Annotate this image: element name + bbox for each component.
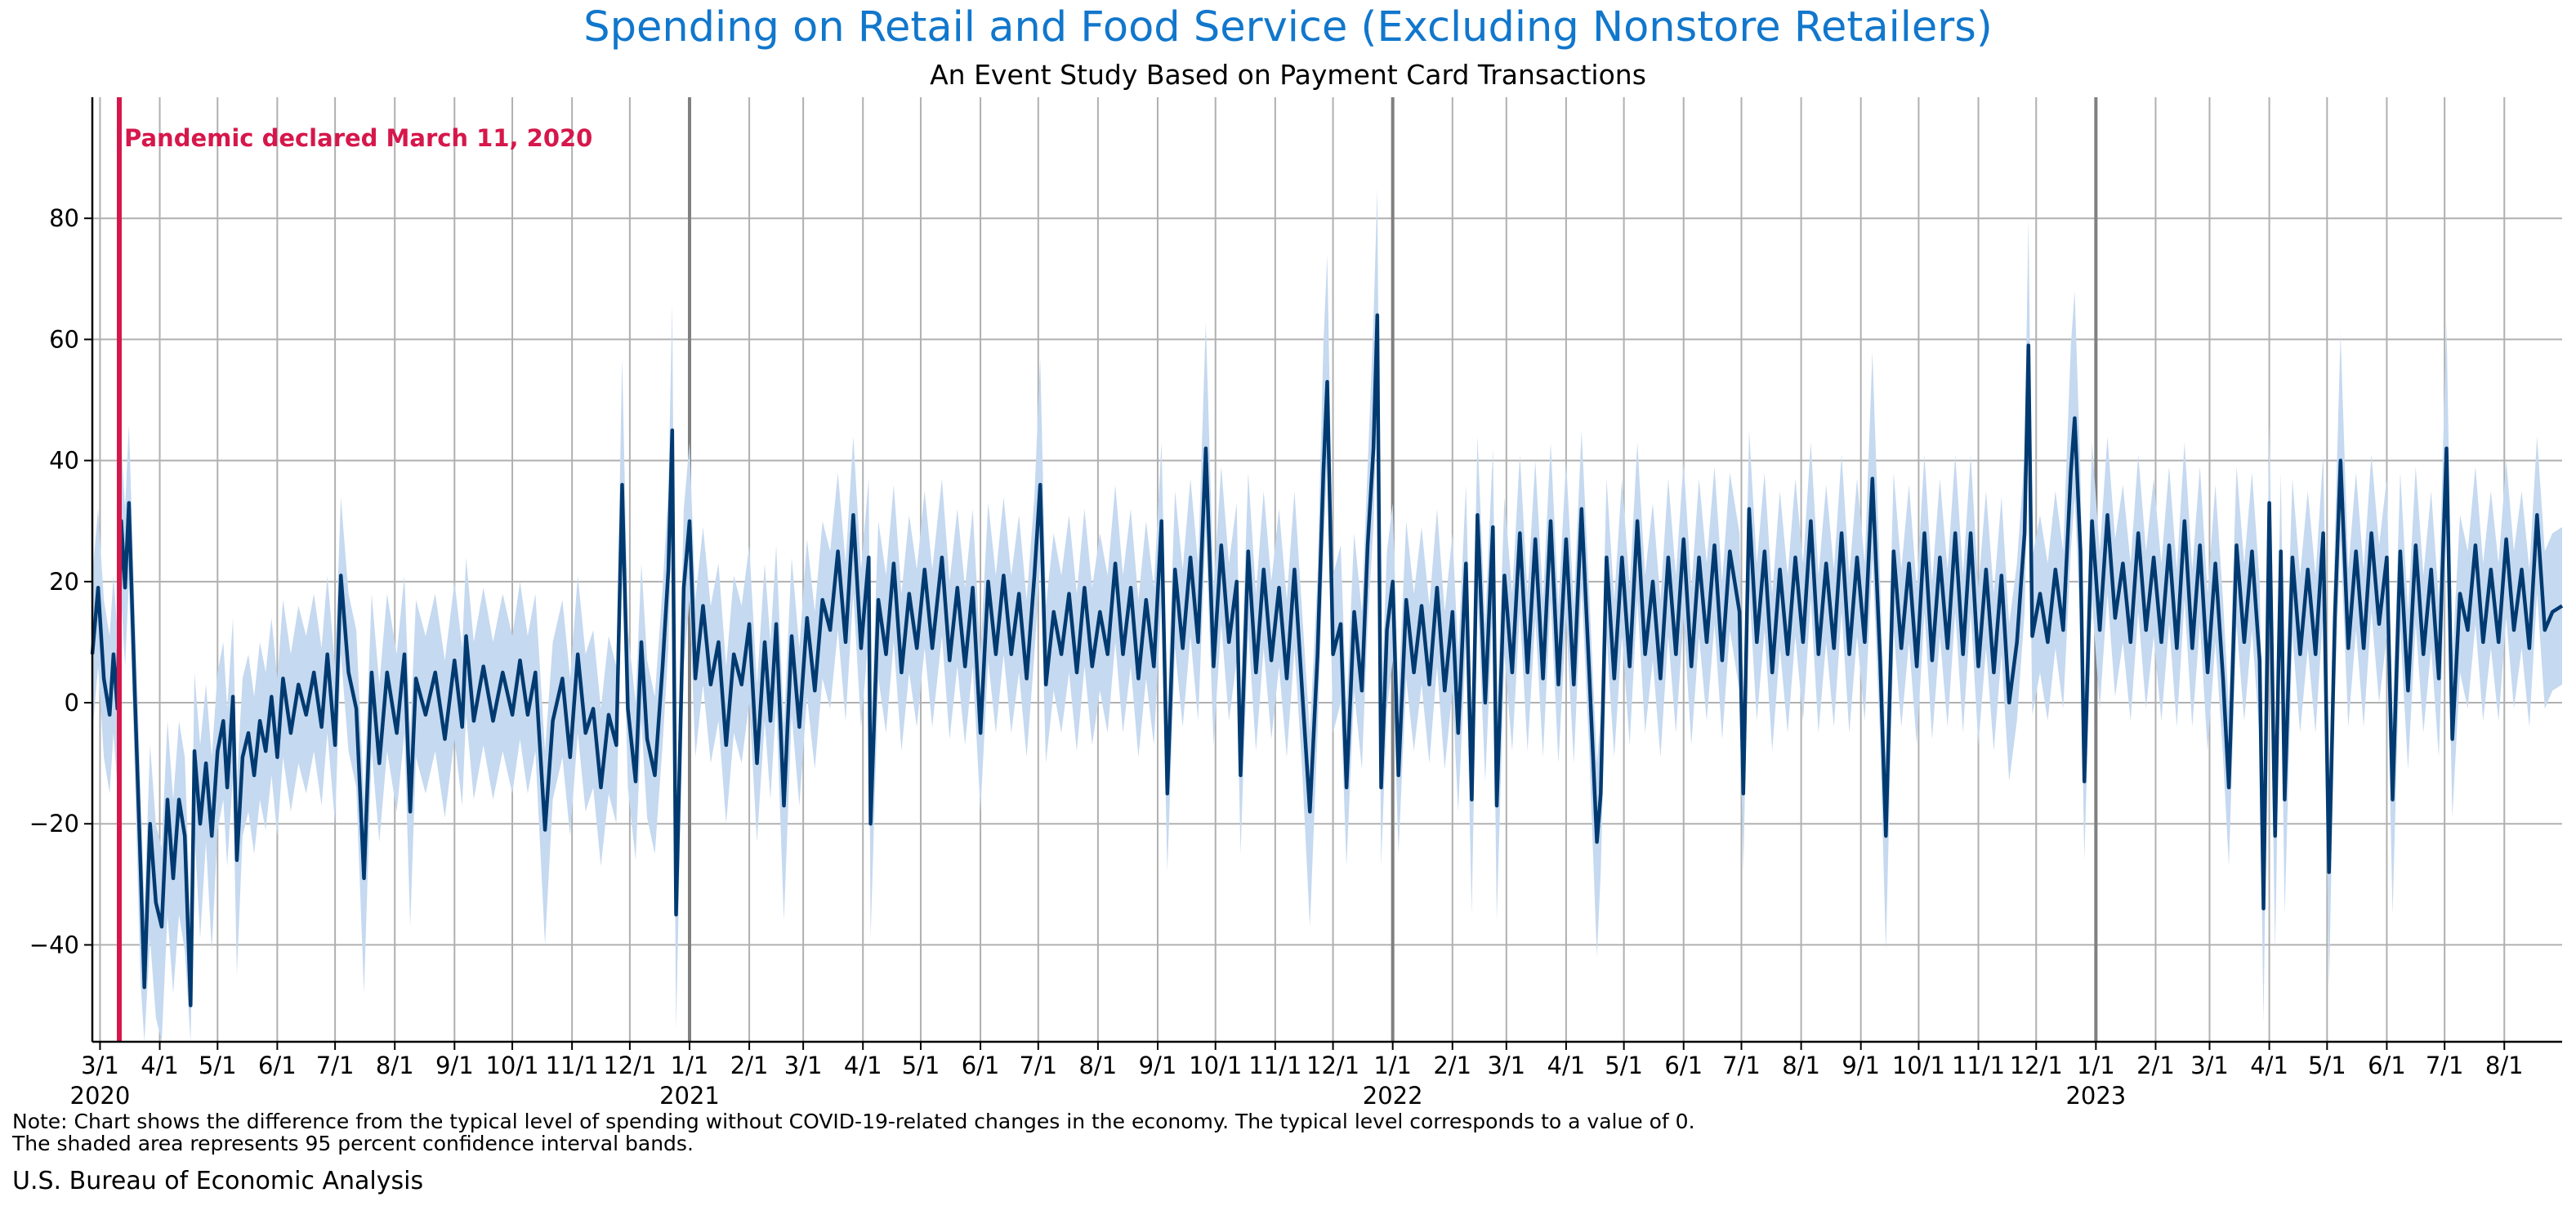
series-line <box>90 313 2564 1007</box>
y-tick-label: 80 <box>49 204 79 232</box>
x-tick-label: 8/1 <box>2485 1052 2524 1079</box>
source-credit: U.S. Bureau of Economic Analysis <box>12 1167 424 1195</box>
x-tick-label: 1/1 <box>671 1052 709 1079</box>
x-year-label: 2023 <box>2065 1082 2126 1110</box>
x-tick-label: 12/1 <box>2010 1052 2063 1079</box>
y-tick-label: 60 <box>49 325 79 353</box>
x-tick-label: 10/1 <box>1892 1052 1945 1079</box>
x-tick-label: 7/1 <box>316 1052 355 1079</box>
x-tick-label: 9/1 <box>1842 1052 1880 1079</box>
x-tick-label: 6/1 <box>962 1052 1000 1079</box>
annotation-group: Pandemic declared March 11, 2020 <box>117 97 592 1042</box>
confidence-band <box>92 188 2562 1043</box>
x-tick-label: 3/1 <box>81 1052 119 1079</box>
x-tick-label: 1/1 <box>1373 1052 1412 1079</box>
x-tick-label: 10/1 <box>485 1052 538 1079</box>
x-tick-label: 8/1 <box>1782 1052 1820 1079</box>
x-year-label: 2022 <box>1363 1082 1423 1110</box>
pandemic-annotation-label: Pandemic declared March 11, 2020 <box>124 124 592 152</box>
x-tick-label: 3/1 <box>1487 1052 1525 1079</box>
y-tick-label: 0 <box>65 689 79 717</box>
line-chart: Pandemic declared March 11, 2020 −40 −20 0… <box>29 97 2564 1110</box>
x-year-label: 2021 <box>659 1082 720 1110</box>
x-tick-label: 5/1 <box>902 1052 940 1079</box>
series-line-group <box>90 313 2564 1007</box>
chart-note-ci: The shaded area represents 95 percent co… <box>12 1132 694 1155</box>
x-tick-label: 12/1 <box>1306 1052 1359 1079</box>
chart-note: Note: Chart shows the difference from th… <box>12 1110 1695 1133</box>
axes: −40 −20 0 20 40 60 80 3/1 2020 4/1 5/1 6/1 7/1 8/1 9/1… <box>29 97 2562 1110</box>
x-tick-label: 7/1 <box>2426 1052 2464 1079</box>
x-tick-label: 6/1 <box>258 1052 297 1079</box>
x-tick-label: 5/1 <box>199 1052 237 1079</box>
x-tick-label: 1/1 <box>2077 1052 2115 1079</box>
x-tick-label: 2/1 <box>1433 1052 1471 1079</box>
y-tick-label: −40 <box>29 931 79 958</box>
x-year-label: 2020 <box>70 1082 131 1110</box>
x-tick-label: 5/1 <box>2308 1052 2346 1079</box>
x-tick-label: 11/1 <box>546 1052 599 1079</box>
x-tick-label: 11/1 <box>1952 1052 2005 1079</box>
x-tick-label: 8/1 <box>376 1052 414 1079</box>
x-tick-label: 5/1 <box>1605 1052 1643 1079</box>
x-tick-label: 4/1 <box>2250 1052 2288 1079</box>
y-tick-label: −20 <box>29 810 79 838</box>
x-tick-label: 6/1 <box>2368 1052 2406 1079</box>
x-tick-label: 8/1 <box>1079 1052 1118 1079</box>
y-tick-label: 20 <box>49 568 79 596</box>
x-tick-label: 3/1 <box>784 1052 823 1079</box>
x-tick-label: 4/1 <box>844 1052 882 1079</box>
x-tick-label: 10/1 <box>1189 1052 1242 1079</box>
x-tick-label: 4/1 <box>1547 1052 1586 1079</box>
x-tick-label: 9/1 <box>435 1052 474 1079</box>
x-tick-label: 2/1 <box>730 1052 769 1079</box>
x-tick-label: 9/1 <box>1139 1052 1177 1079</box>
x-tick-label: 12/1 <box>603 1052 656 1079</box>
x-tick-label: 4/1 <box>141 1052 179 1079</box>
chart-subtitle: An Event Study Based on Payment Card Tra… <box>930 59 1646 91</box>
x-tick-label: 2/1 <box>2136 1052 2175 1079</box>
x-tick-label: 7/1 <box>1019 1052 1057 1079</box>
x-tick-label: 6/1 <box>1664 1052 1703 1079</box>
y-tick-label: 40 <box>49 447 79 475</box>
x-tick-label: 3/1 <box>2190 1052 2229 1079</box>
x-tick-label: 11/1 <box>1248 1052 1301 1079</box>
x-tick-label: 7/1 <box>1722 1052 1761 1079</box>
chart-title: Spending on Retail and Food Service (Exc… <box>583 3 1993 51</box>
